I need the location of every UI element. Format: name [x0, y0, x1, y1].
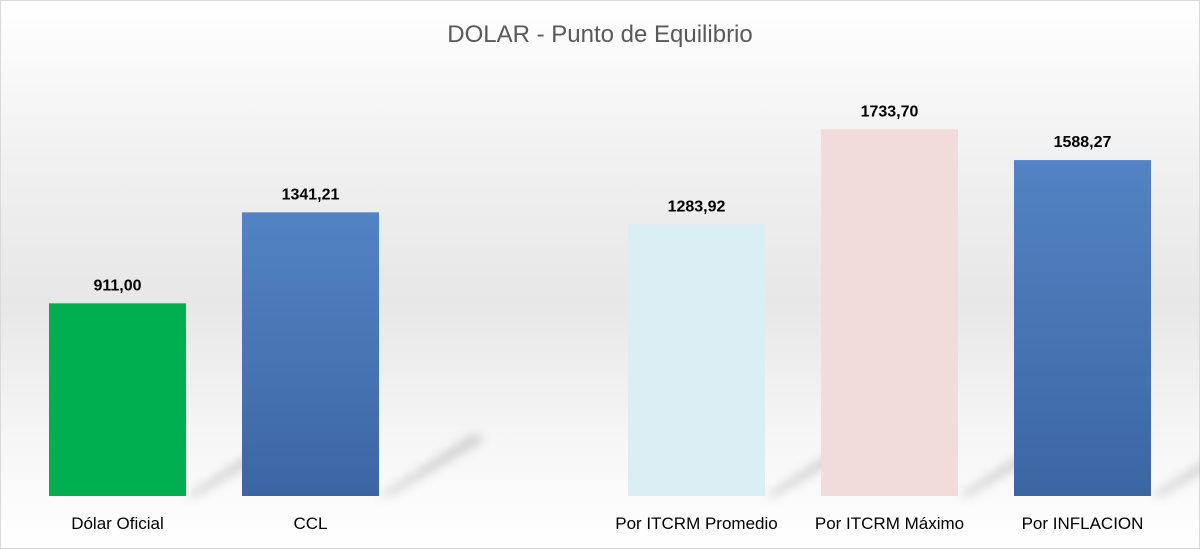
- bar-shadow-ccl: [379, 434, 484, 496]
- value-label-ccl: 1341,21: [282, 186, 340, 203]
- bar-shadow-por-inflacion: [1151, 464, 1200, 496]
- chart-title: DOLAR - Punto de Equilibrio: [447, 21, 752, 48]
- bar-por-itcrm-promedio: [628, 224, 765, 496]
- category-label-ccl: CCL: [293, 514, 327, 533]
- value-label-por-itcrm-promedio: 1283,92: [668, 198, 726, 215]
- bars: [49, 129, 1151, 496]
- value-label-dolar-oficial: 911,00: [93, 277, 141, 294]
- category-labels: Dólar Oficial CCL Por ITCRM Promedio Por IT…: [71, 514, 1143, 533]
- category-label-por-inflacion: Por INFLACION: [1022, 514, 1144, 533]
- bar-dolar-oficial: [49, 303, 186, 496]
- value-label-por-inflacion: 1588,27: [1054, 134, 1112, 151]
- category-label-por-itcrm-maximo: Por ITCRM Máximo: [815, 514, 964, 533]
- value-labels: 911,00 1341,21 1283,92 1733,70 1588,27: [93, 103, 1111, 294]
- category-label-por-itcrm-promedio: Por ITCRM Promedio: [615, 514, 777, 533]
- bar-ccl: [242, 212, 379, 496]
- value-label-por-itcrm-maximo: 1733,70: [861, 103, 919, 120]
- bar-por-inflacion: [1014, 160, 1151, 496]
- bar-por-itcrm-maximo: [821, 129, 958, 496]
- category-label-dolar-oficial: Dólar Oficial: [71, 514, 164, 533]
